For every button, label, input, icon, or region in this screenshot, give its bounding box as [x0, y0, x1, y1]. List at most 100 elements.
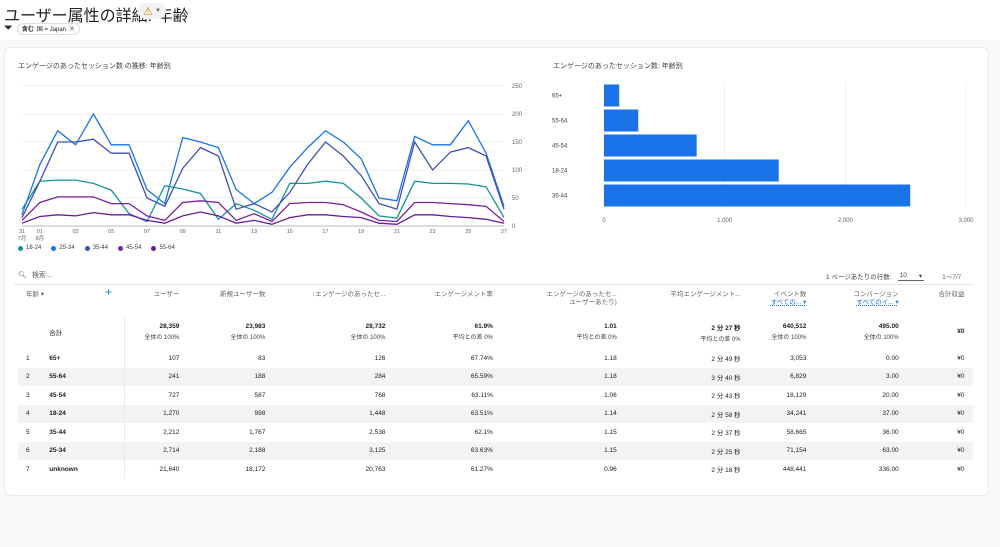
column-header-label: エンゲージのあったセ... — [546, 291, 617, 298]
column-header[interactable]: 平均エンゲージメント... — [625, 287, 749, 315]
warning-menu-button[interactable]: ⚠ ▼ — [138, 3, 166, 19]
table-row[interactable]: 5 35-44 2,212 1,767 2,538 62.1% 1.15 2 分 37 秒 58… — [18, 423, 973, 442]
table-cell: 284 — [273, 367, 394, 386]
table-cell: 67.74% — [393, 349, 501, 368]
x-tick-label: 8月 — [36, 235, 45, 242]
column-header[interactable]: エンゲージメント率 — [393, 287, 500, 315]
legend-dot-icon — [18, 245, 23, 251]
legend-item[interactable]: 18-24 — [18, 245, 41, 251]
series-line-18-24 — [21, 179, 505, 223]
table-cell: 63.51% — [393, 404, 501, 423]
total-subtext: 平均との差 0% — [700, 336, 741, 343]
series-line-45-54 — [21, 196, 505, 223]
column-header[interactable]: イベント数 すべての... ▾ — [749, 287, 815, 315]
y-tick-label: 50 — [512, 196, 519, 202]
table-cell: ¥0 — [906, 441, 973, 460]
series-line-55-64 — [21, 211, 505, 225]
table-cell: ¥0 — [906, 349, 973, 368]
row-dimension-value: 65+ — [43, 349, 125, 368]
search-box[interactable]: 🔍︎ 検索... — [18, 270, 52, 280]
column-header[interactable]: エンゲージのあったセ... ユーザーあたり) — [501, 287, 625, 315]
legend-label: 25-34 — [59, 245, 75, 251]
table-cell: 2 分 25 秒 — [624, 441, 749, 460]
total-subtext: 全体の 100% — [350, 335, 386, 341]
y-tick-label: 200 — [512, 112, 523, 118]
x-tick-label: 23 — [430, 229, 436, 235]
table-cell: 65.59% — [393, 367, 501, 386]
table-cell: 587 — [187, 386, 274, 405]
table-cell: ¥0 — [906, 404, 973, 423]
legend-item[interactable]: 55-64 — [151, 245, 175, 251]
table-cell: 34,241 — [748, 404, 815, 423]
table-cell: 2,714 — [124, 441, 188, 460]
column-header[interactable]: ↑エンゲージのあったセ... — [273, 287, 393, 315]
y-tick-label: 0 — [512, 224, 516, 230]
rows-per-page-select[interactable]: 10 ▾ — [897, 272, 925, 281]
filter-chip[interactable]: 含む 国 = Japan ✕ — [16, 22, 80, 35]
table-cell: 2 分 18 秒 — [624, 460, 749, 479]
table-cell: 2 分 37 秒 — [624, 423, 749, 442]
table-cell: 188 — [187, 367, 274, 386]
table-cell: 2 分 49 秒 — [624, 349, 749, 368]
legend-item[interactable]: 35-44 — [84, 245, 108, 251]
x-tick-label: 7月 — [18, 235, 27, 242]
x-tick-label: 03 — [72, 229, 78, 235]
caret-down-icon: ▼ — [154, 8, 161, 14]
total-subtext: 全体の 100% — [863, 335, 899, 341]
table-row[interactable]: 4 18-24 1,270 998 1,448 63.51% 1.14 2 分 58 秒 34,… — [18, 404, 973, 423]
table-cell: 21,640 — [124, 460, 188, 479]
dimension-header[interactable]: 年齢 ▾ + — [26, 285, 113, 299]
legend-item[interactable]: 25-34 — [51, 245, 75, 251]
table-cell: 1.06 — [500, 386, 625, 405]
column-filter-select[interactable]: すべての... ▾ — [770, 299, 807, 306]
column-header[interactable]: 合計収益 — [907, 287, 973, 315]
table-cell: 63.63% — [393, 441, 501, 460]
page-header: ユーザー属性の詳細: 年齢 ⚠ ▼ ⏷ 含む 国 = Japan ✕ — [0, 0, 1000, 40]
column-header[interactable]: ユーザー — [124, 287, 187, 315]
table-cell: 63.11% — [393, 386, 501, 405]
category-label: 45-54 — [552, 144, 568, 150]
table-cell: 36.00 — [814, 423, 907, 442]
row-index: 2 — [18, 367, 44, 386]
x-tick-label: 21 — [394, 229, 400, 235]
column-header[interactable]: コンバージョン すべてのイ... ▾ — [814, 287, 906, 315]
legend-dot-icon — [118, 245, 124, 251]
add-dimension-icon[interactable]: + — [105, 285, 113, 299]
column-filter-select[interactable]: すべてのイ... ▾ — [856, 299, 899, 306]
rows-per-page: 1 ページあたりの行数: 10 ▾ 1〜7/7 — [826, 271, 961, 282]
close-icon[interactable]: ✕ — [69, 25, 75, 33]
search-icon: 🔍︎ — [18, 272, 27, 279]
x-tick-label: 09 — [180, 229, 186, 235]
row-index: 6 — [18, 441, 44, 460]
row-index: 5 — [18, 423, 44, 442]
search-input[interactable]: 検索... — [31, 272, 52, 279]
total-value: 495.00 — [878, 323, 899, 330]
table-row[interactable]: 2 55-64 241 188 284 65.59% 1.18 3 分 40 秒 6,829 3.… — [18, 367, 973, 386]
table-cell: 1.14 — [500, 404, 625, 423]
x-tick-label: 01 — [37, 229, 43, 235]
total-value: 2 分 27 秒 — [711, 324, 741, 332]
row-index: 7 — [18, 460, 44, 479]
table-cell: 20,763 — [273, 460, 394, 479]
series-line-25-34 — [21, 112, 505, 216]
total-subtext: 平均との差 0% — [452, 335, 493, 341]
table-row[interactable]: 7 unknown 21,640 18,172 20,763 61.27% 0.96 2 分 … — [18, 460, 973, 479]
filter-icon[interactable]: ⏷ — [4, 22, 13, 34]
row-index: 4 — [18, 404, 44, 423]
table-cell: 998 — [187, 404, 274, 423]
column-header[interactable]: 新規ユーザー数 — [187, 287, 273, 315]
table-cell: 37.00 — [814, 404, 907, 423]
row-dimension-value: 45-54 — [43, 386, 125, 405]
table-cell: ¥0 — [906, 423, 973, 442]
total-value: 28,732 — [365, 323, 386, 330]
table-row[interactable]: 1 65+ 107 83 126 67.74% 1.18 2 分 49 秒 3,053 0.00 ¥… — [18, 349, 973, 368]
table-row[interactable]: 3 45-54 727 587 768 63.11% 1.06 2 分 43 秒 18,129 2… — [18, 386, 973, 405]
bar-65+ — [604, 84, 620, 107]
table-cell: 2 分 43 秒 — [624, 386, 749, 405]
bar-45-54 — [604, 134, 697, 157]
table-cell: 336.00 — [814, 460, 907, 479]
x-tick-label: 2,000 — [838, 218, 854, 224]
legend-item[interactable]: 45-54 — [118, 245, 141, 251]
table-cell: 0.00 — [814, 349, 907, 368]
